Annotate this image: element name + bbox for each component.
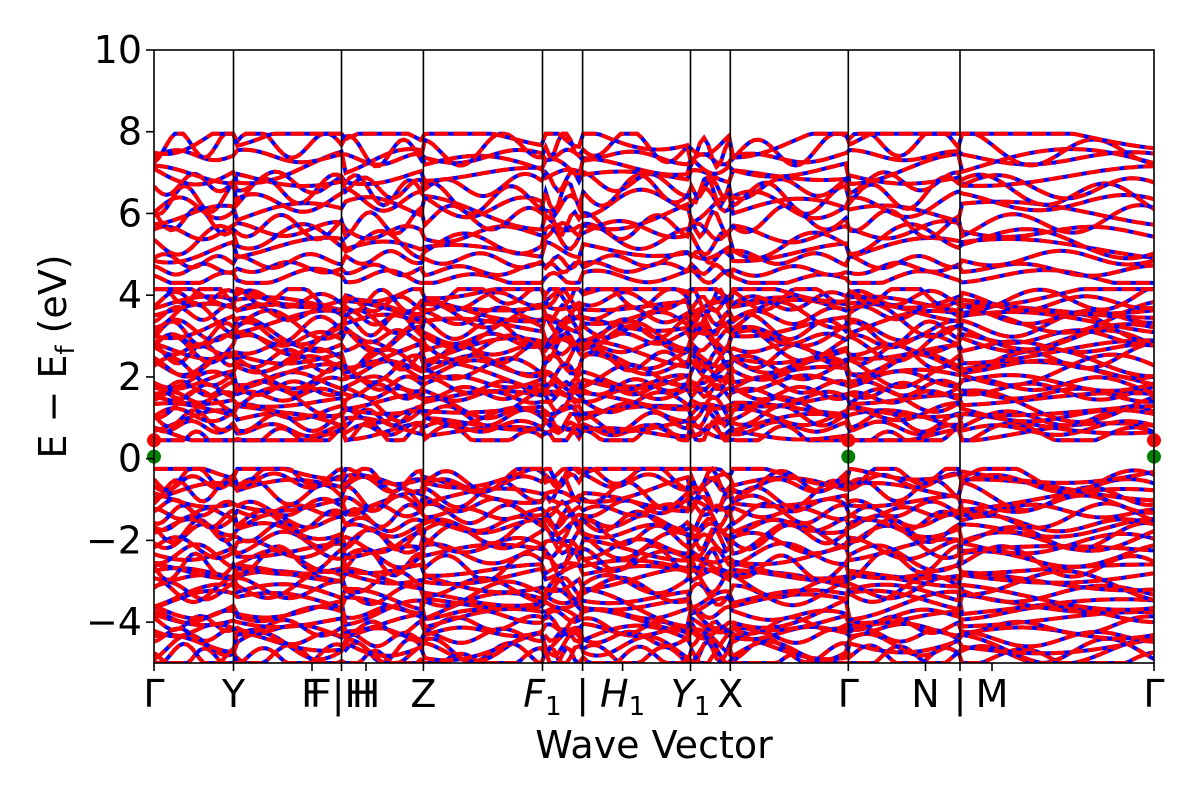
band-line-dashed-58 (154, 308, 1154, 341)
y-tick-label-6: 8 (118, 110, 142, 154)
band-line-dashed-15 (154, 562, 1154, 586)
band-line-24 (154, 512, 1154, 534)
band-line-dashed-43 (154, 385, 1154, 405)
x-axis: Γ Y FF|HH Z F1 | H1 Y1 X Γ N | M Γ (143, 663, 1165, 722)
band-line-dashed-9 (154, 586, 1154, 631)
x-tick-label-11: Γ (838, 672, 859, 716)
x-tick-label-12: N (911, 672, 939, 716)
band-line-dashed-31 (154, 471, 1154, 495)
x-tick-label-1: Y (221, 672, 246, 716)
band-line-35 (154, 420, 1154, 443)
x-tick-label-13: | (954, 672, 967, 717)
band-line-dashed-0 (154, 642, 1154, 663)
band-line-dashed-64 (154, 286, 1154, 315)
band-line-dashed-51 (154, 341, 1154, 375)
band-line-dashed-72 (154, 203, 1154, 242)
band-line-dashed-44 (154, 379, 1154, 402)
x-tick-label-15: Γ (1143, 672, 1164, 716)
bands-layer (154, 131, 1154, 663)
y-tick-label-7: 10 (94, 28, 142, 72)
band-line-dashed-7 (154, 606, 1154, 635)
y-tick-label-5: 6 (118, 191, 142, 235)
kpoint-lines-layer (232, 50, 961, 663)
band-line-dashed-47 (154, 358, 1154, 395)
y-axis: −4 −2 0 2 4 6 8 10 (86, 28, 154, 644)
y-tick-label-3: 2 (118, 355, 142, 399)
plot-frame (153, 49, 1155, 664)
y-axis-label-sub: f (51, 345, 81, 355)
band-line-dashed-23 (154, 516, 1154, 542)
band-line-65 (154, 286, 1154, 310)
x-tick-label-4: H (352, 672, 381, 716)
y-axis-label-main: E − E (31, 355, 75, 459)
x-tick-label-10: X (717, 672, 743, 716)
band-line-dashed-11 (154, 582, 1154, 612)
x-tick-label-14: M (976, 672, 1009, 716)
band-line-dashed-57 (154, 311, 1154, 348)
x-tick-label-7: | (576, 672, 589, 717)
band-line-dashed-2 (154, 630, 1154, 663)
x-tick-label-2: F (301, 672, 323, 716)
band-line-dashed-33 (154, 466, 1154, 490)
y-axis-label: E − Ef (eV) (31, 254, 81, 458)
band-line-dashed-14 (154, 566, 1154, 595)
band-line-dashed-28 (154, 486, 1154, 514)
band-line-dashed-63 (154, 287, 1154, 314)
x-tick-label-0: Γ (143, 672, 164, 716)
x-tick-label-8: H1 (600, 672, 645, 722)
band-line-dashed-74 (154, 186, 1154, 221)
x-axis-label: Wave Vector (535, 723, 773, 767)
band-line-dashed-46 (154, 369, 1154, 394)
band-line-dashed-71 (154, 218, 1154, 245)
band-line-dashed-81 (154, 131, 1154, 160)
band-line-dashed-18 (154, 541, 1154, 575)
band-line-dashed-3 (154, 623, 1154, 663)
band-line-69 (154, 235, 1154, 265)
y-tick-label-0: −4 (86, 600, 142, 644)
band-line-dashed-76 (154, 169, 1154, 202)
band-line-dashed-79 (154, 147, 1154, 167)
y-tick-label-4: 4 (118, 273, 142, 317)
band-line-dashed-42 (154, 389, 1154, 412)
band-line-dashed-4 (154, 626, 1154, 650)
x-tick-label-6: F1 (523, 672, 561, 722)
band-line-dashed-41 (154, 384, 1154, 424)
band-line-dashed-52 (154, 336, 1154, 370)
band-line-68 (154, 248, 1154, 272)
x-tick-label-5: Z (410, 672, 436, 716)
y-tick-label-2: 0 (118, 437, 142, 481)
band-line-dashed-77 (154, 163, 1154, 189)
x-tick-label-3: F|H (310, 672, 373, 717)
y-axis-label-unit: (eV) (31, 254, 75, 345)
band-line-dashed-1 (154, 636, 1154, 663)
band-line-dashed-49 (154, 352, 1154, 382)
y-tick-label-1: −2 (86, 518, 142, 562)
band-line-dashed-60 (154, 302, 1154, 328)
band-line-dashed-54 (154, 321, 1154, 366)
band-line-dashed-66 (154, 266, 1154, 285)
x-tick-label-9: Y1 (671, 672, 711, 722)
